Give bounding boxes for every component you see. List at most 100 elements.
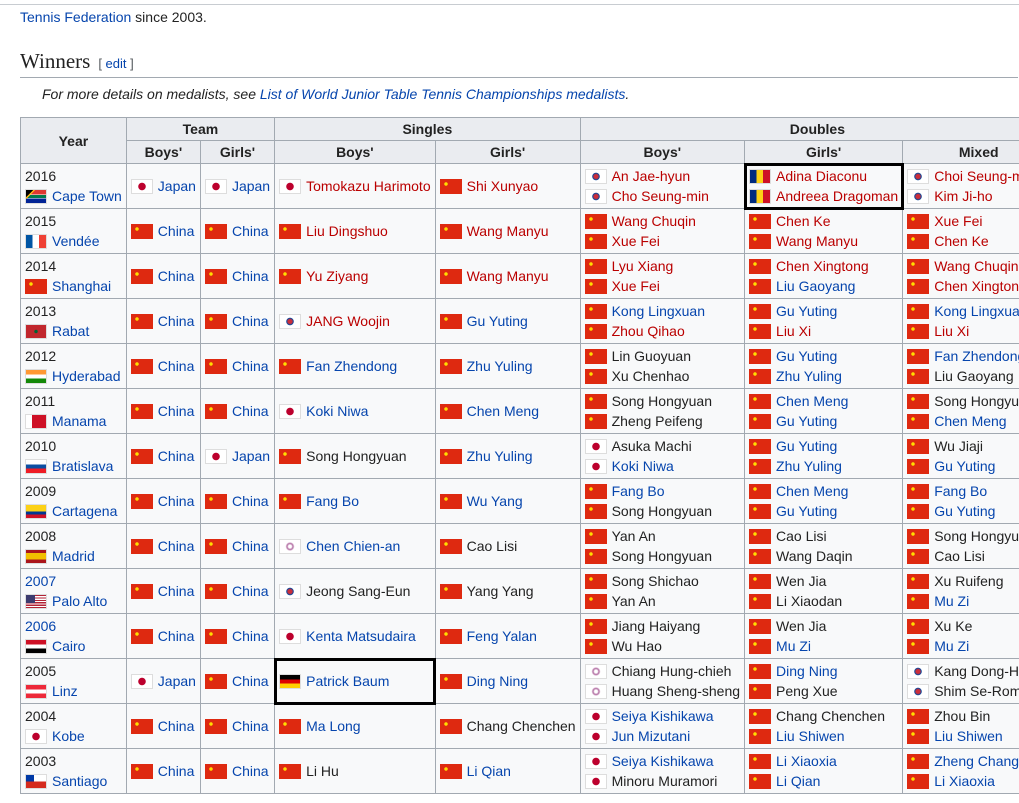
- entry-link[interactable]: Feng Yalan: [466, 628, 537, 644]
- entry-link[interactable]: Koki Niwa: [611, 458, 674, 474]
- entry-link[interactable]: Xue Fei: [611, 278, 660, 294]
- entry-link[interactable]: Gu Yuting: [466, 313, 528, 329]
- entry-link[interactable]: China: [231, 718, 269, 734]
- entry-link[interactable]: Andreea Dragoman: [776, 188, 899, 204]
- entry-link[interactable]: Kong Lingxuan: [611, 303, 706, 319]
- entry-link[interactable]: Li Xiaoxia: [776, 753, 837, 769]
- hatnote-link[interactable]: List of World Junior Table Tennis Champi…: [259, 86, 626, 102]
- entry-link[interactable]: China: [157, 493, 195, 509]
- entry-link[interactable]: Kobe: [52, 728, 85, 744]
- entry-link[interactable]: Liu Gaoyang: [776, 278, 856, 294]
- entry-link[interactable]: China: [157, 313, 195, 329]
- entry-link[interactable]: Xue Fei: [611, 233, 660, 249]
- entry-link[interactable]: Zheng Changgong: [934, 753, 1019, 769]
- entry-link[interactable]: Ding Ning: [776, 663, 838, 679]
- entry-link[interactable]: Gu Yuting: [934, 458, 996, 474]
- entry-link[interactable]: Zhu Yuling: [776, 458, 842, 474]
- entry-link[interactable]: Zhu Yuling: [776, 368, 842, 384]
- entry-link[interactable]: Chen Xingtong: [934, 278, 1019, 294]
- entry-link[interactable]: China: [157, 403, 195, 419]
- entry-link[interactable]: Cho Seung-min: [611, 188, 709, 204]
- entry-link[interactable]: China: [231, 268, 269, 284]
- entry-link[interactable]: Japan: [231, 178, 271, 194]
- entry-link[interactable]: China: [231, 673, 269, 689]
- entry-link[interactable]: Hyderabad: [52, 368, 121, 384]
- entry-link[interactable]: An Jae-hyun: [611, 168, 691, 184]
- entry-link[interactable]: Wang Manyu: [466, 223, 549, 239]
- entry-link[interactable]: China: [231, 493, 269, 509]
- entry-link[interactable]: China: [157, 628, 195, 644]
- entry-link[interactable]: Shanghai: [52, 278, 112, 294]
- entry-link[interactable]: Zhu Yuling: [466, 358, 533, 374]
- entry-link[interactable]: Cape Town: [52, 188, 122, 204]
- entry-link[interactable]: Rabat: [52, 323, 90, 339]
- entry-link[interactable]: Shi Xunyao: [466, 178, 539, 194]
- entry-link[interactable]: China: [157, 583, 195, 599]
- entry-link[interactable]: Zhou Qihao: [611, 323, 685, 339]
- entry-link[interactable]: China: [157, 268, 195, 284]
- entry-link[interactable]: China: [231, 403, 269, 419]
- entry-link[interactable]: Fang Bo: [306, 493, 360, 509]
- entry-link[interactable]: Liu Dingshuo: [306, 223, 388, 239]
- entry-link[interactable]: JANG Woojin: [306, 313, 390, 329]
- intro-link[interactable]: Tennis Federation: [20, 9, 132, 25]
- entry-link[interactable]: China: [231, 583, 269, 599]
- entry-link[interactable]: Gu Yuting: [776, 303, 838, 319]
- entry-link[interactable]: Chen Meng: [466, 403, 539, 419]
- entry-link[interactable]: Koki Niwa: [306, 403, 369, 419]
- entry-link[interactable]: Kenta Matsudaira: [306, 628, 416, 644]
- entry-link[interactable]: Chen Meng: [776, 483, 849, 499]
- entry-link[interactable]: Chen Meng: [776, 393, 849, 409]
- entry-link[interactable]: Chen Meng: [934, 413, 1007, 429]
- entry-link[interactable]: China: [231, 313, 269, 329]
- entry-link[interactable]: Santiago: [52, 773, 108, 789]
- entry-link[interactable]: China: [231, 538, 269, 554]
- year-label[interactable]: 2006: [25, 618, 57, 634]
- entry-link[interactable]: Cartagena: [52, 503, 118, 519]
- entry-link[interactable]: Lyu Xiang: [611, 258, 674, 274]
- entry-link[interactable]: Gu Yuting: [776, 413, 838, 429]
- entry-link[interactable]: Bratislava: [52, 458, 114, 474]
- entry-link[interactable]: Manama: [52, 413, 107, 429]
- entry-link[interactable]: Fang Bo: [611, 483, 665, 499]
- entry-link[interactable]: Gu Yuting: [934, 503, 996, 519]
- entry-link[interactable]: Li Qian: [776, 773, 821, 789]
- entry-link[interactable]: Mu Zi: [776, 638, 812, 654]
- entry-link[interactable]: Wang Manyu: [776, 233, 858, 249]
- entry-link[interactable]: Liu Xi: [934, 323, 970, 339]
- entry-link[interactable]: China: [157, 538, 195, 554]
- entry-link[interactable]: China: [157, 358, 195, 374]
- entry-link[interactable]: Chen Xingtong: [776, 258, 869, 274]
- entry-link[interactable]: Cairo: [52, 638, 86, 654]
- entry-link[interactable]: China: [231, 223, 269, 239]
- entry-link[interactable]: Chen Ke: [776, 213, 831, 229]
- entry-link[interactable]: Choi Seung-min: [934, 168, 1019, 184]
- entry-link[interactable]: Seiya Kishikawa: [611, 753, 714, 769]
- entry-link[interactable]: Madrid: [52, 548, 95, 564]
- entry-link[interactable]: Gu Yuting: [776, 348, 838, 364]
- entry-link[interactable]: China: [157, 448, 195, 464]
- entry-link[interactable]: Mu Zi: [934, 593, 970, 609]
- entry-link[interactable]: Li Xiaoxia: [934, 773, 995, 789]
- year-label[interactable]: 2007: [25, 573, 57, 589]
- entry-link[interactable]: Ma Long: [306, 718, 361, 734]
- entry-link[interactable]: Patrick Baum: [306, 673, 390, 689]
- edit-link[interactable]: edit: [105, 56, 127, 71]
- entry-link[interactable]: Wang Manyu: [466, 268, 549, 284]
- entry-link[interactable]: Kim Ji-ho: [934, 188, 993, 204]
- entry-link[interactable]: Japan: [157, 178, 196, 194]
- entry-link[interactable]: Fan Zhendong: [934, 348, 1019, 364]
- entry-link[interactable]: Fan Zhendong: [306, 358, 398, 374]
- entry-link[interactable]: Gu Yuting: [776, 438, 838, 454]
- entry-link[interactable]: China: [231, 358, 269, 374]
- entry-link[interactable]: China: [231, 628, 269, 644]
- entry-link[interactable]: Wu Yang: [466, 493, 523, 509]
- entry-link[interactable]: Li Qian: [466, 763, 511, 779]
- entry-link[interactable]: Chen Ke: [934, 233, 989, 249]
- entry-link[interactable]: Tomokazu Harimoto: [306, 178, 431, 194]
- entry-link[interactable]: Wang Chuqin: [934, 258, 1019, 274]
- entry-link[interactable]: Zhu Yuling: [466, 448, 533, 464]
- entry-link[interactable]: Mu Zi: [934, 638, 970, 654]
- entry-link[interactable]: Yu Ziyang: [306, 268, 369, 284]
- entry-link[interactable]: Linz: [52, 683, 78, 699]
